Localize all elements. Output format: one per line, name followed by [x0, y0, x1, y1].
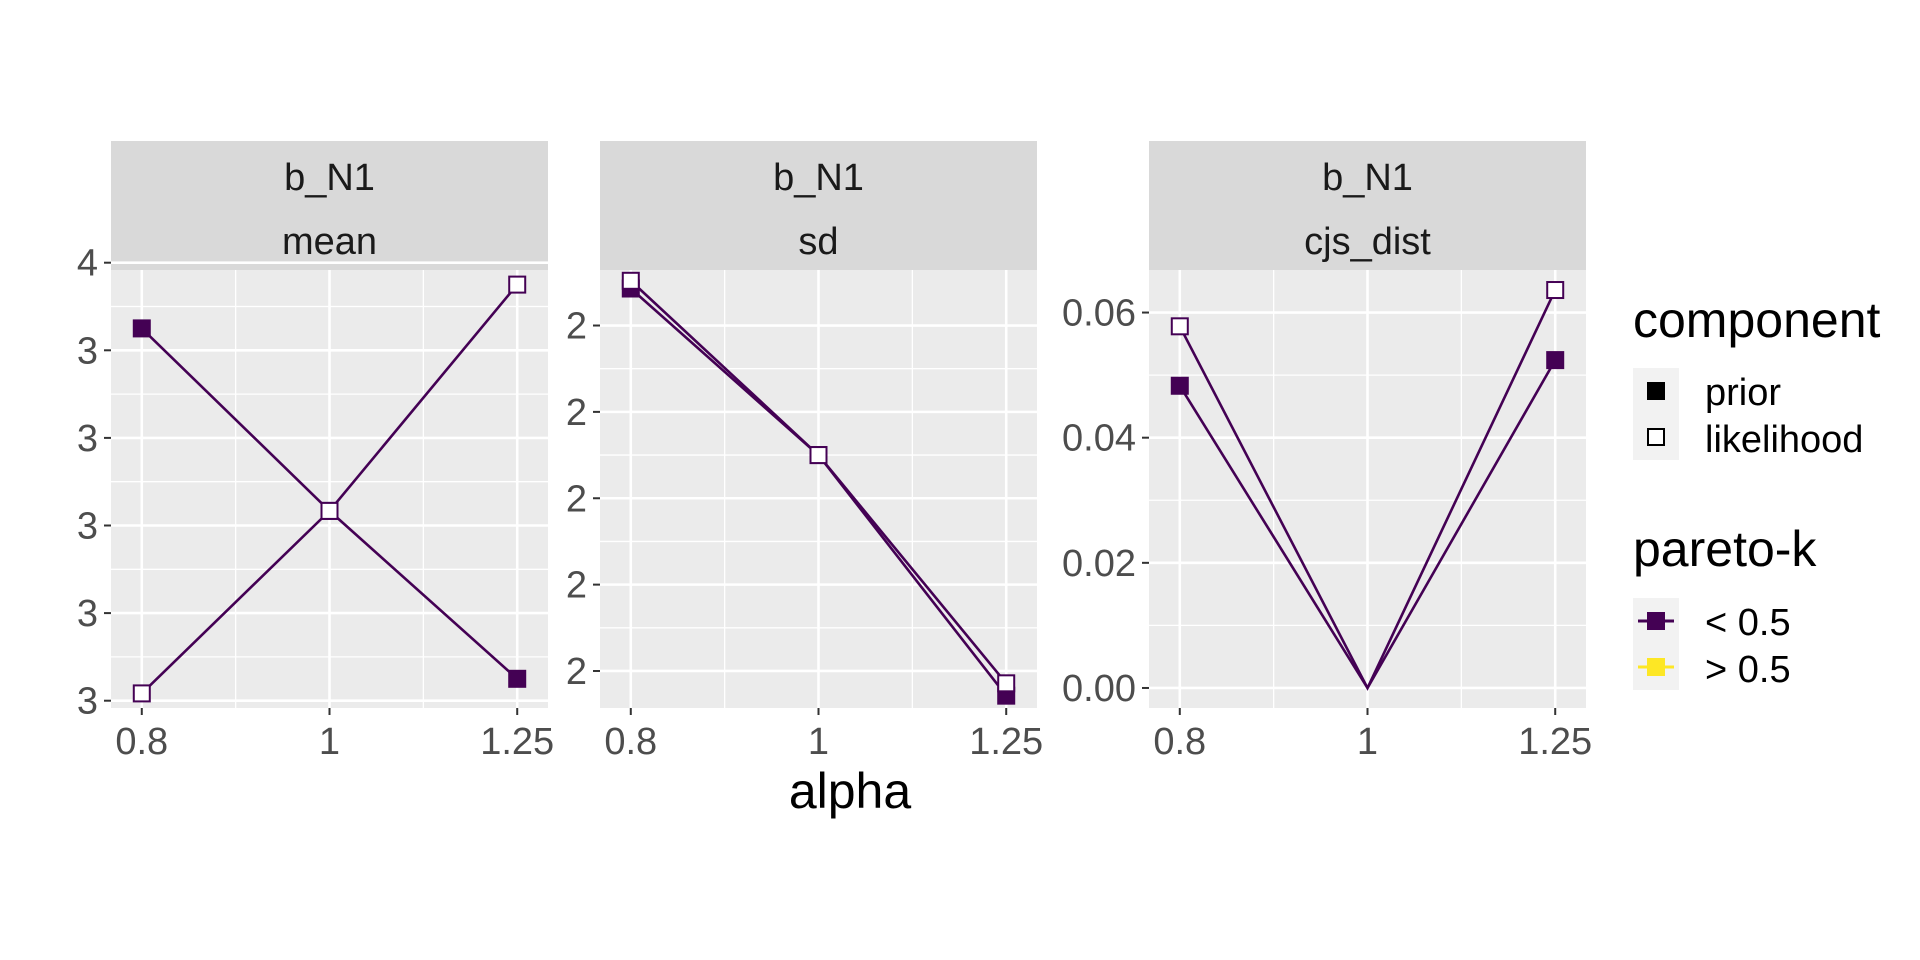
point-prior [1170, 376, 1189, 395]
legend-title-pareto-k: pareto-k [1633, 521, 1817, 577]
y-tick-label: 3 [77, 593, 98, 635]
point-likelihood [809, 446, 828, 465]
x-axis-title: alpha [789, 763, 912, 819]
legend-label-likelihood: likelihood [1705, 419, 1863, 461]
x-tick-label: 1 [319, 721, 340, 763]
point-likelihood [320, 501, 339, 520]
legend-label-low-k: < 0.5 [1705, 602, 1791, 644]
facet-strip [600, 141, 1037, 270]
legend-key-likelihood [1647, 428, 1665, 446]
y-tick-label: 2 [566, 306, 587, 348]
panel-cjs_dist: b_N1 cjs_dist 0.00 0.02 0.04 0.06 0.8 1 1.25 [1062, 141, 1592, 763]
strip-label: cjs_dist [1304, 221, 1431, 263]
point-likelihood [621, 271, 640, 290]
x-tick-label: 1 [808, 721, 829, 763]
x-tick-label: 0.8 [115, 721, 168, 763]
x-tick-label: 1.25 [969, 721, 1043, 763]
strip-label: b_N1 [773, 157, 864, 199]
point-prior [1546, 351, 1565, 370]
x-tick-label: 1.25 [480, 721, 554, 763]
series-line-likelihood [1178, 289, 1557, 691]
y-tick-label: 3 [77, 506, 98, 548]
y-tick-label: 0.00 [1062, 668, 1136, 710]
point-likelihood [1170, 317, 1189, 336]
y-tick-label: 2 [566, 392, 587, 434]
point-prior [508, 669, 527, 688]
x-tick-label: 1.25 [1518, 721, 1592, 763]
strip-label: b_N1 [1322, 157, 1413, 199]
facet-strip [1149, 141, 1586, 270]
point-likelihood [1546, 281, 1565, 300]
strip-label: b_N1 [284, 157, 375, 199]
legend-label-prior: prior [1705, 372, 1781, 414]
y-tick-label: 3 [77, 681, 98, 723]
legend-key-prior [1647, 382, 1665, 400]
x-tick-label: 0.8 [1153, 721, 1206, 763]
y-tick-label: 0.04 [1062, 418, 1136, 460]
strip-label: mean [282, 221, 377, 263]
y-tick-label: 3 [77, 418, 98, 460]
x-tick-label: 1 [1357, 721, 1378, 763]
y-tick-label: 2 [566, 651, 587, 693]
legend: component prior likelihood pareto-k < 0.… [1633, 292, 1880, 691]
point-likelihood [508, 275, 527, 294]
y-tick-label: 0.06 [1062, 293, 1136, 335]
point-prior [132, 319, 151, 338]
legend-title-component: component [1633, 292, 1880, 348]
x-tick-label: 0.8 [604, 721, 657, 763]
legend-key-low-k [1647, 612, 1665, 630]
y-tick-label: 4 [77, 243, 98, 285]
point-likelihood [132, 684, 151, 703]
strip-label: sd [798, 221, 838, 263]
y-tick-label: 0.02 [1062, 543, 1136, 585]
y-tick-label: 2 [566, 478, 587, 520]
facet-strip [111, 141, 548, 270]
legend-key-high-k [1647, 658, 1665, 676]
point-likelihood [997, 674, 1016, 693]
legend-label-high-k: > 0.5 [1705, 649, 1791, 691]
y-tick-label: 2 [566, 565, 587, 607]
y-tick-label: 3 [77, 330, 98, 372]
